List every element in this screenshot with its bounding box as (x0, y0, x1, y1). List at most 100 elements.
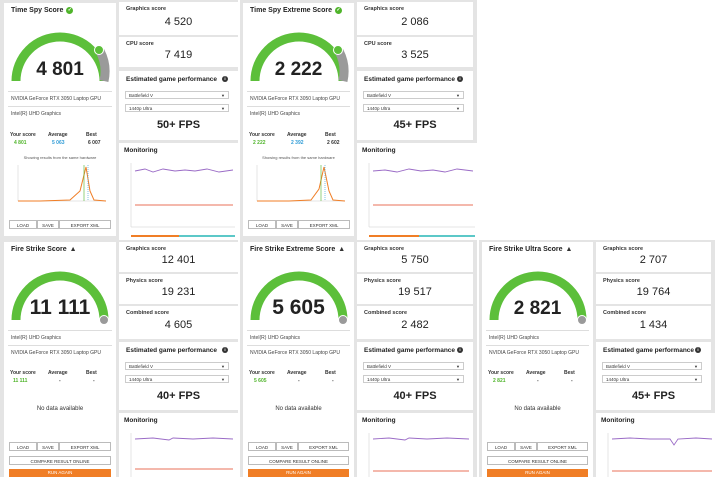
monitoring-card: Monitoring (357, 413, 473, 477)
fps-estimate: 45+ FPS (393, 119, 437, 131)
total-score: 11 111 (29, 296, 91, 319)
no-data-message: No data available (36, 406, 84, 412)
run-again-button[interactable]: RUN AGAIN (248, 469, 349, 477)
total-score: 5 605 (272, 296, 325, 319)
save-button[interactable]: SAVE (276, 220, 298, 229)
chevron-down-icon: ▼ (456, 377, 460, 382)
save-button[interactable]: SAVE (276, 442, 298, 451)
export-xml-button[interactable]: EXPORT XML (298, 442, 349, 451)
score-gauge (489, 271, 587, 325)
gpu-line: NVIDIA GeForce RTX 3050 Laptop GPU (11, 350, 101, 356)
subscore-value: 4 605 (164, 319, 193, 331)
compare-online-button[interactable]: COMPARE RESULT ONLINE (248, 456, 349, 465)
game-performance-card: Estimated game performance i Battlefield… (596, 342, 711, 410)
preset-select-value: 1440p Ultra (367, 106, 391, 111)
comparison-card: Your score Average Best 2 222 2 392 2 60… (243, 128, 354, 236)
game-select[interactable]: Battlefield V ▼ (125, 362, 229, 370)
your-score-value: 2 821 (493, 378, 506, 384)
average-label: Average (287, 370, 307, 376)
subscore-card: Physics score 19 764 (596, 274, 711, 304)
title-text: Fire Strike Score (11, 246, 67, 253)
subscore-card: Graphics score 5 750 (357, 242, 473, 272)
load-button[interactable]: LOAD (9, 442, 37, 451)
title-text: Fire Strike Ultra Score (489, 246, 563, 253)
subscore-value: 1 434 (639, 319, 668, 331)
subscore-label: Graphics score (364, 246, 405, 252)
export-xml-button[interactable]: EXPORT XML (298, 220, 350, 229)
average-label: Average (48, 132, 68, 138)
info-icon[interactable]: i (695, 347, 701, 353)
best-value: - (332, 378, 334, 384)
your-score-label: Your score (488, 370, 514, 376)
load-button[interactable]: LOAD (9, 220, 37, 229)
info-icon[interactable]: i (457, 347, 463, 353)
subscore-card: CPU score 7 419 (119, 37, 238, 67)
monitoring-chart (368, 433, 470, 477)
best-value: - (93, 378, 95, 384)
subscore-card: Physics score 19 517 (357, 274, 473, 304)
subscore-label: Graphics score (603, 246, 644, 252)
monitoring-card: Monitoring (119, 413, 238, 477)
export-xml-button[interactable]: EXPORT XML (59, 442, 111, 451)
game-select-value: Battlefield V (129, 93, 154, 98)
egp-title: Estimated game performance (126, 76, 218, 83)
preset-select[interactable]: 1440p Ultra ▼ (602, 375, 702, 383)
score-card: Fire Strike Ultra Score ▲ 2 821 Intel(R) … (482, 242, 593, 379)
run-again-button[interactable]: RUN AGAIN (9, 469, 111, 477)
load-button[interactable]: LOAD (248, 442, 276, 451)
monitoring-title: Monitoring (124, 147, 158, 154)
preset-select[interactable]: 1440p Ultra ▼ (125, 104, 229, 112)
warning-icon: ▲ (565, 246, 573, 253)
score-histogram (17, 165, 107, 202)
monitoring-title: Monitoring (362, 417, 396, 424)
no-data-message: No data available (514, 406, 561, 412)
load-button[interactable]: LOAD (248, 220, 276, 229)
gpu-line: Intel(R) UHD Graphics (250, 111, 301, 117)
preset-select[interactable]: 1440p Ultra ▼ (363, 104, 464, 112)
subscore-value: 7 419 (164, 49, 193, 61)
subscore-value: 19 231 (161, 286, 196, 298)
subscore-label: Physics score (364, 278, 401, 284)
export-xml-button[interactable]: EXPORT XML (59, 220, 111, 229)
load-button[interactable]: LOAD (487, 442, 515, 451)
export-xml-button[interactable]: EXPORT XML (537, 442, 588, 451)
score-gauge (11, 32, 110, 82)
game-performance-card: Estimated game performance i Battlefield… (357, 342, 473, 410)
save-button[interactable]: SAVE (37, 220, 59, 229)
run-again-button[interactable]: RUN AGAIN (487, 469, 588, 477)
your-score-value: 4 801 (14, 140, 27, 146)
subscore-label: Physics score (126, 278, 163, 284)
subscore-label: CPU score (364, 41, 392, 47)
subscore-card: Combined score 2 482 (357, 306, 473, 339)
game-select-value: Battlefield V (367, 93, 392, 98)
benchmark-title: Time Spy Score ✓ (11, 7, 74, 14)
score-card: Time Spy Extreme Score ✓ 2 222 NVIDIA GeF… (243, 3, 354, 140)
info-icon[interactable]: i (222, 76, 228, 82)
game-select[interactable]: Battlefield V ▼ (363, 91, 464, 99)
subscore-label: Combined score (126, 310, 170, 316)
chevron-down-icon: ▼ (694, 364, 698, 369)
game-select[interactable]: Battlefield V ▼ (602, 362, 702, 370)
game-select[interactable]: Battlefield V ▼ (125, 91, 229, 99)
compare-online-button[interactable]: COMPARE RESULT ONLINE (487, 456, 588, 465)
game-select[interactable]: Battlefield V ▼ (363, 362, 464, 370)
best-label: Best (325, 132, 336, 138)
best-label: Best (325, 370, 336, 376)
compare-online-button[interactable]: COMPARE RESULT ONLINE (9, 456, 111, 465)
subscore-card: Combined score 1 434 (596, 306, 711, 339)
comparison-card: Your score Average Best 2 821 - - No dat… (482, 366, 593, 477)
info-icon[interactable]: i (222, 347, 228, 353)
monitoring-chart (130, 163, 235, 237)
save-button[interactable]: SAVE (515, 442, 537, 451)
gpu-line: Intel(R) UHD Graphics (489, 335, 540, 341)
no-data-message: No data available (275, 406, 322, 412)
score-card: Fire Strike Score ▲ 11 111 Intel(R) UHD G… (4, 242, 116, 379)
best-label: Best (86, 370, 97, 376)
gpu-line: Intel(R) UHD Graphics (11, 335, 62, 341)
your-score-label: Your score (249, 370, 275, 376)
your-score-label: Your score (10, 132, 36, 138)
save-button[interactable]: SAVE (37, 442, 59, 451)
preset-select[interactable]: 1440p Ultra ▼ (125, 375, 229, 383)
preset-select[interactable]: 1440p Ultra ▼ (363, 375, 464, 383)
info-icon[interactable]: i (457, 76, 463, 82)
